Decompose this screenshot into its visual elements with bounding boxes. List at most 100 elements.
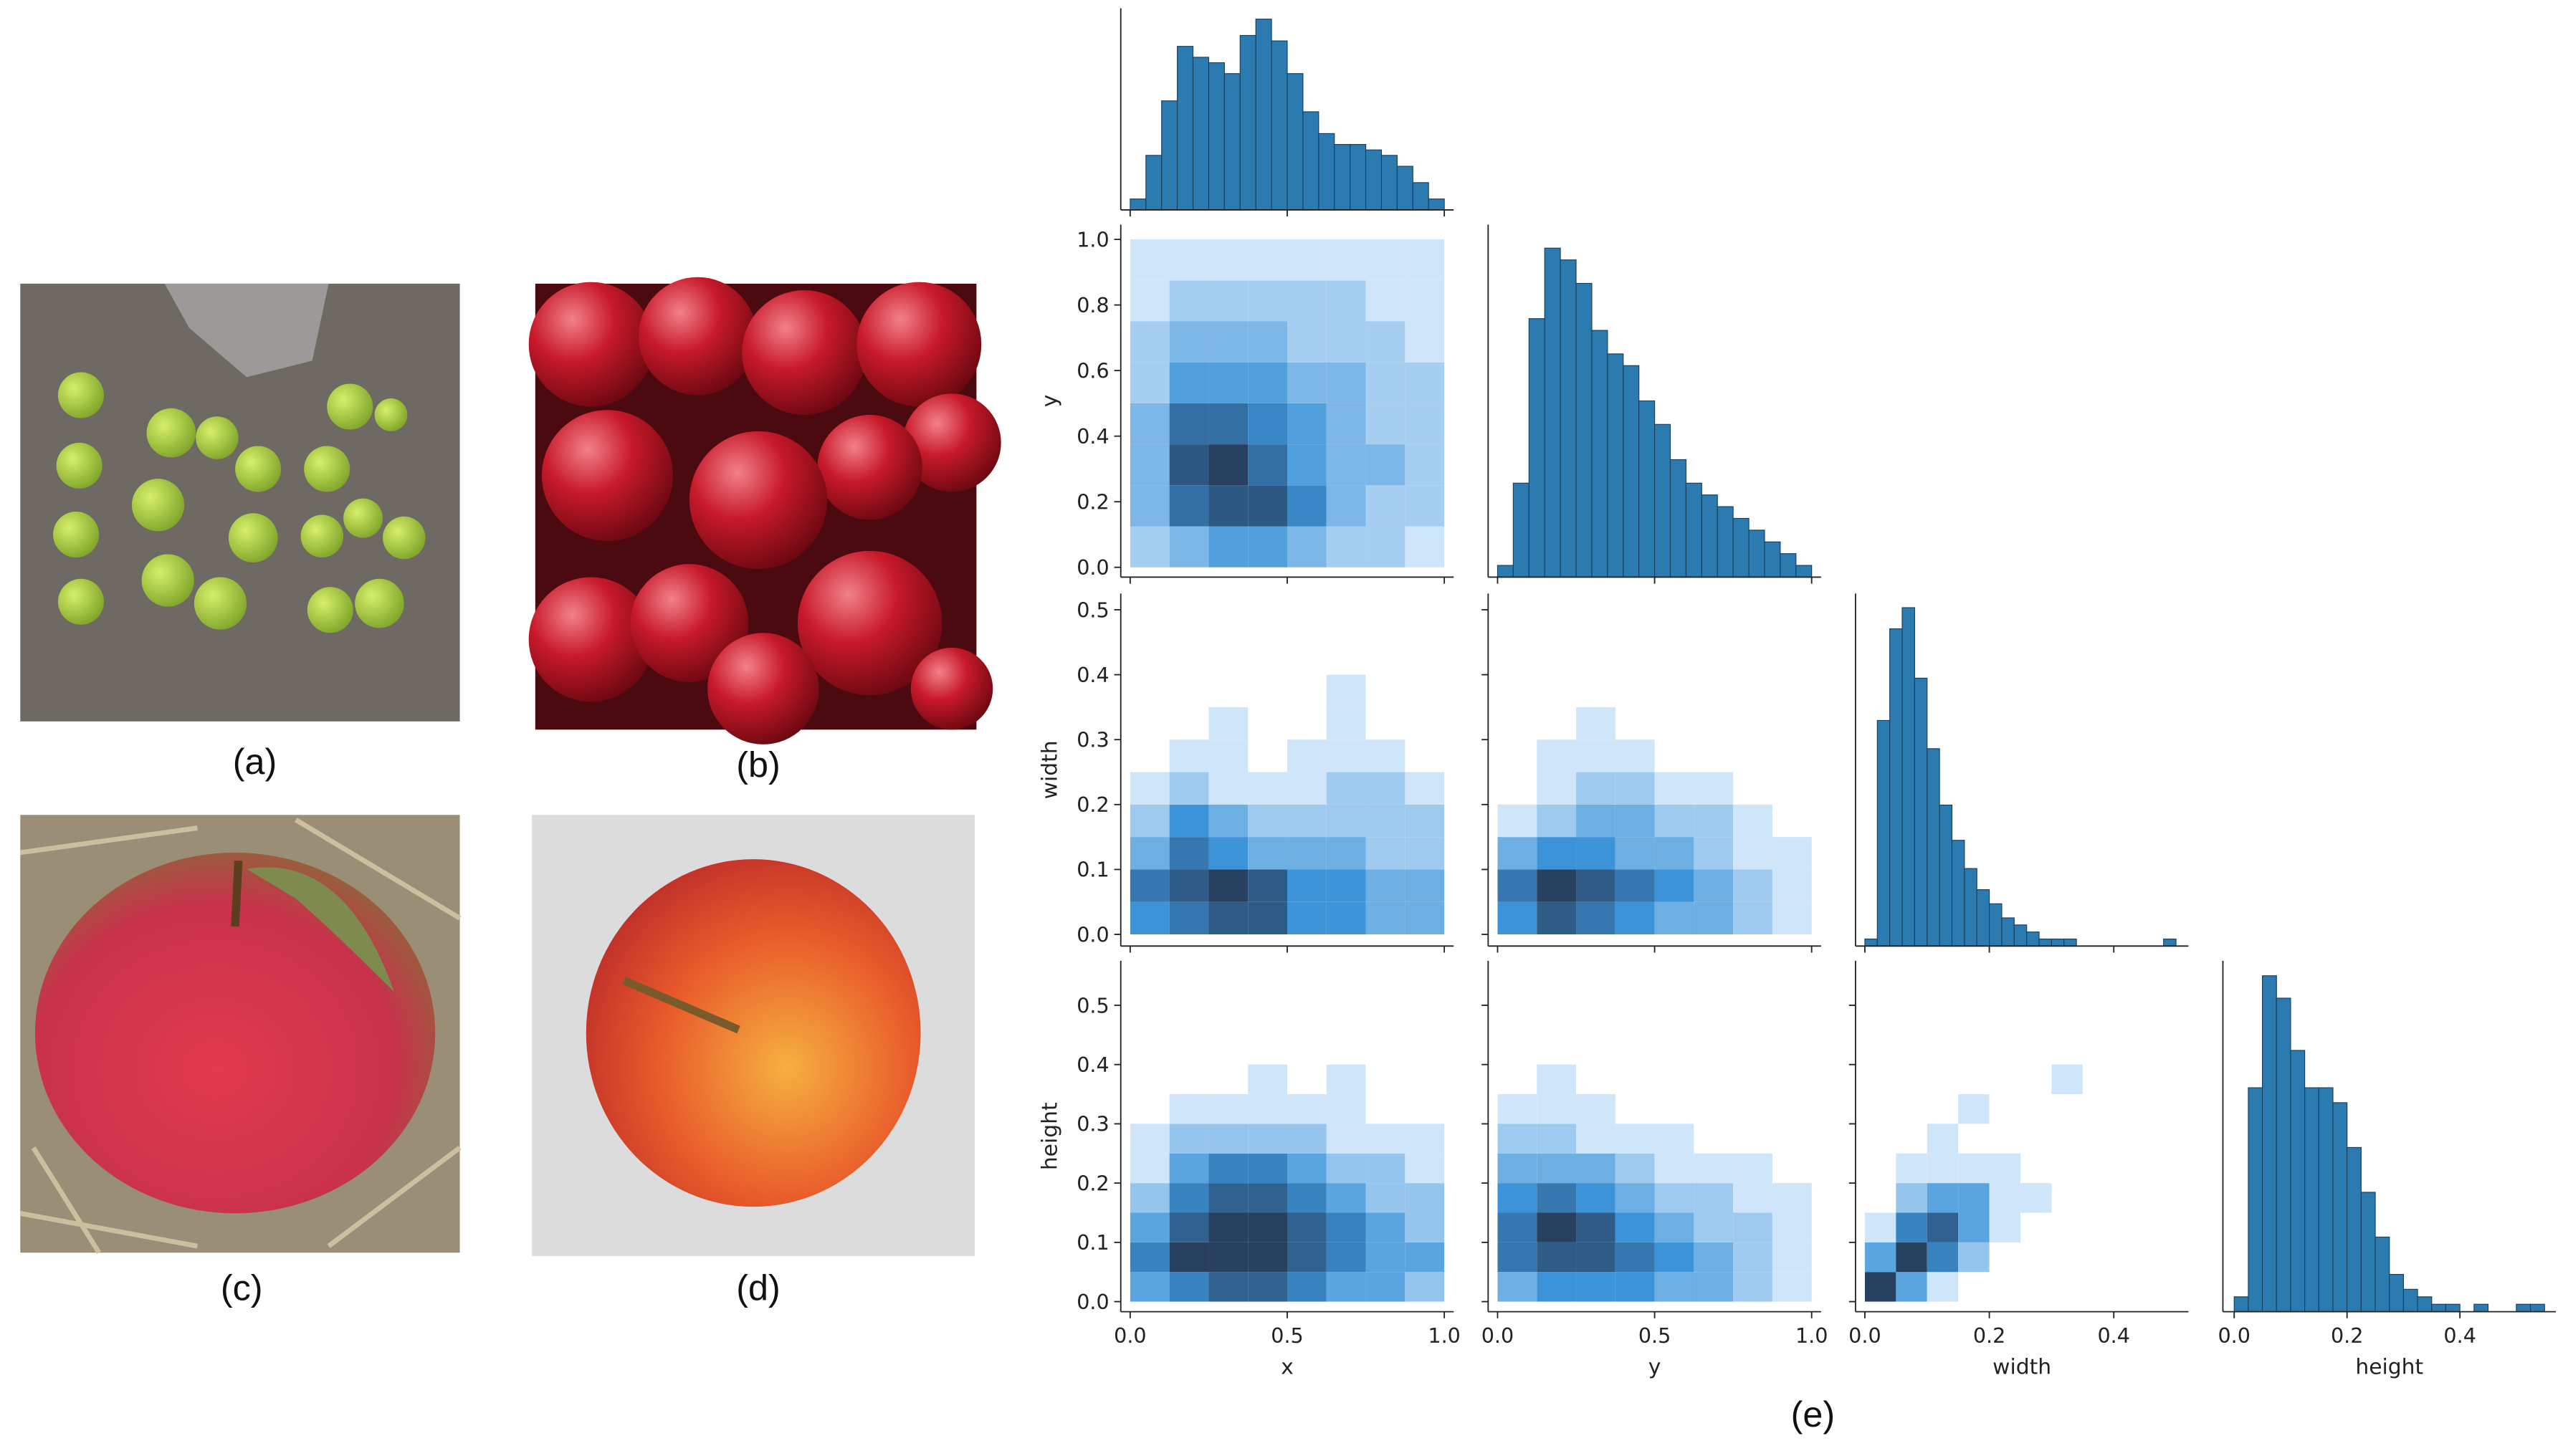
- heatmap-cell: [1497, 837, 1537, 870]
- histogram-bar: [1302, 111, 1319, 211]
- heatmap-cell: [1405, 1124, 1445, 1154]
- x-tick-label: 0.4: [2097, 1323, 2129, 1348]
- heatmap-cell: [1537, 1272, 1577, 1302]
- heatmap-cell: [1772, 1154, 1812, 1183]
- heatmap-cell: [1497, 1065, 1537, 1094]
- heatmap-cell: [1990, 1065, 2020, 1094]
- histogram-bar: [1255, 19, 1272, 211]
- pairplot: 0.0 0.2 0.4 height 0.0 0.2 0.4 0.6 0.8 1.0 y 0.0 0.1…: [1038, 8, 2556, 1380]
- heatmap-cell: [1169, 280, 1209, 322]
- histogram-bar: [2163, 938, 2177, 947]
- histogram-bar: [1575, 282, 1593, 578]
- heatmap-cell: [1287, 1065, 1327, 1094]
- heatmap-cell: [1927, 1124, 1959, 1154]
- heatmap-cell: [1405, 362, 1445, 403]
- heatmap-cell: [1864, 1242, 1896, 1273]
- heatmap-cell: [1958, 1272, 1989, 1301]
- heatmap-cell: [1654, 837, 1694, 870]
- photo-c: [19, 815, 462, 1255]
- heatmap-cell: [1655, 675, 1694, 707]
- heatmap-cell: [2051, 1183, 2082, 1212]
- heatmap-cell: [1537, 804, 1577, 838]
- heatmap-cell: [1733, 675, 1772, 707]
- heatmap-cell: [1990, 1094, 2020, 1124]
- heatmap-cell: [1248, 1242, 1288, 1273]
- heatmap-cell: [1615, 675, 1655, 707]
- heatmap-cell: [1130, 804, 1170, 838]
- heatmap-cell: [1733, 1242, 1772, 1273]
- heatmap-cell: [2020, 1124, 2051, 1153]
- heatmap-cell: [1576, 772, 1615, 805]
- heatmap-cell: [1576, 1065, 1615, 1094]
- heatmap-cell: [1694, 1065, 1733, 1094]
- heatmap-cell: [1248, 1094, 1288, 1124]
- heatmap-cell: [1248, 675, 1287, 707]
- heatmap-cell: [1958, 1153, 1990, 1184]
- heatmap-cell: [1130, 362, 1170, 403]
- panel-label: (a): [233, 741, 277, 782]
- histogram-bar: [1951, 840, 1965, 947]
- histogram-bar: [1497, 565, 1514, 578]
- heatmap-cell: [1169, 444, 1209, 486]
- heatmap-cell: [1365, 403, 1405, 445]
- x-tick-label: 0.0: [1114, 1323, 1146, 1348]
- heatmap-cell: [1537, 772, 1577, 805]
- heatmap-cell: [1497, 901, 1537, 935]
- heatmap-cell: [1365, 869, 1405, 902]
- x-tick-label: 0.5: [1271, 1323, 1303, 1348]
- heatmap-cell: [1958, 1094, 1990, 1124]
- heatmap-cell: [1497, 1183, 1537, 1213]
- histogram-bar: [1271, 40, 1288, 211]
- heatmap-cell: [1405, 901, 1445, 935]
- heatmap-cell: [1365, 837, 1405, 870]
- histogram-bar: [2402, 1288, 2418, 1313]
- heatmap-cell: [1326, 444, 1366, 486]
- histogram-bar: [1528, 318, 1545, 578]
- heatmap-cell: [1865, 1183, 1896, 1212]
- histogram-bar: [1428, 198, 1445, 211]
- heatmap-cell: [1896, 1065, 1927, 1094]
- heatmap-cell: [1405, 280, 1445, 322]
- histogram-bar: [2233, 1296, 2249, 1313]
- heatmap-cell: [1130, 239, 1170, 281]
- heatmap-cell: [1405, 1065, 1444, 1094]
- histogram-bar: [1130, 198, 1147, 211]
- heatmap-cell: [1694, 804, 1734, 838]
- heatmap-cell: [1248, 362, 1288, 403]
- heatmap-cell: [1287, 239, 1327, 281]
- heatmap-cell: [1927, 1153, 1959, 1184]
- heatmap-cell: [1130, 1124, 1170, 1154]
- heatmap-cell: [1733, 1153, 1772, 1184]
- heatmap-cell: [1537, 1183, 1577, 1213]
- heatmap-cell: [1208, 739, 1249, 772]
- heatmap-cell: [1170, 707, 1209, 739]
- heatmap-cell: [1576, 804, 1615, 838]
- heatmap-cell: [1326, 239, 1366, 281]
- heatmap-cell: [1537, 1094, 1577, 1124]
- heatmap-cell: [1130, 707, 1170, 739]
- heatmap-cell: [1654, 1212, 1694, 1242]
- heatmap-cell: [1615, 1065, 1655, 1094]
- y-tick-label: 1.0: [1077, 227, 1109, 252]
- heatmap-cell: [1208, 444, 1249, 486]
- heatmap-cell: [2020, 1065, 2051, 1094]
- histogram-bar: [2262, 975, 2277, 1313]
- y-tick-label: 0.6: [1077, 358, 1109, 383]
- heatmap-cell: [1896, 1272, 1927, 1302]
- heatmap-cell: [1405, 321, 1445, 363]
- heatmap-cell: [1772, 1272, 1812, 1302]
- heatmap-cell: [2083, 1242, 2114, 1272]
- heatmap-cell: [1248, 280, 1288, 322]
- heatmap-cell: [1169, 869, 1209, 902]
- histogram-bar: [1591, 330, 1608, 578]
- heatmap-cell: [1287, 1212, 1327, 1242]
- heatmap-cell: [1733, 1272, 1772, 1302]
- heatmap-cell: [1576, 1272, 1615, 1302]
- heatmap-cell: [1405, 675, 1444, 707]
- photo-d: [532, 815, 975, 1256]
- heatmap-cell: [1248, 239, 1288, 281]
- histogram-bar: [2389, 1273, 2404, 1313]
- histogram-bar: [1976, 889, 1990, 947]
- heatmap-cell: [1287, 869, 1327, 902]
- histogram-bar: [1350, 144, 1367, 211]
